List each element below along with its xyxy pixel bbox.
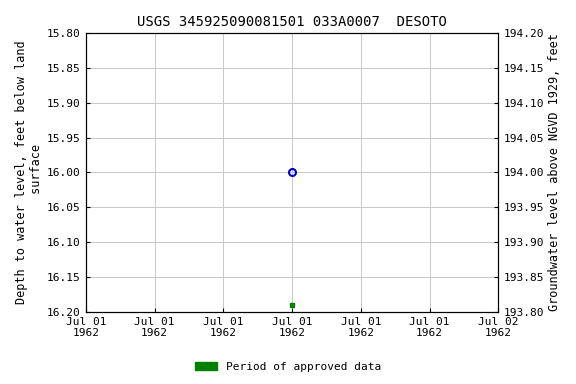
Title: USGS 345925090081501 033A0007  DESOTO: USGS 345925090081501 033A0007 DESOTO [137, 15, 447, 29]
Y-axis label: Depth to water level, feet below land
 surface: Depth to water level, feet below land su… [15, 41, 43, 304]
Legend: Period of approved data: Period of approved data [191, 358, 385, 377]
Y-axis label: Groundwater level above NGVD 1929, feet: Groundwater level above NGVD 1929, feet [548, 33, 561, 311]
